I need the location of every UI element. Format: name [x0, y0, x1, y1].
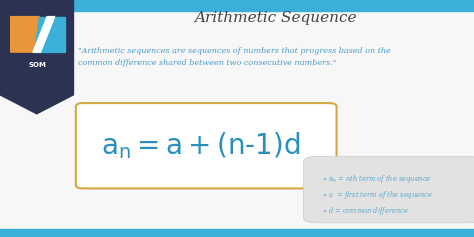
Polygon shape — [34, 17, 65, 52]
FancyBboxPatch shape — [76, 103, 337, 188]
Polygon shape — [10, 17, 39, 52]
Text: $\bullet$ d = common difference: $\bullet$ d = common difference — [322, 205, 409, 217]
Text: SOM: SOM — [29, 62, 46, 68]
Text: $\bullet$ a  = first term of the sequence: $\bullet$ a = first term of the sequence — [322, 189, 433, 201]
Text: "Arithmetic sequences are sequences of numbers that progress based on the
common: "Arithmetic sequences are sequences of n… — [78, 47, 391, 67]
Text: Arithmetic Sequence: Arithmetic Sequence — [194, 11, 356, 25]
Polygon shape — [33, 17, 55, 52]
Polygon shape — [0, 0, 73, 114]
Text: $\bullet$ $\mathrm{a_n}$ = nth term of the sequence: $\bullet$ $\mathrm{a_n}$ = nth term of t… — [322, 173, 432, 185]
FancyBboxPatch shape — [303, 156, 474, 223]
Text: $\mathrm{a}_{\mathrm{n}} = \mathrm{a} + \mathrm{(n{\text{-}}1)d}$: $\mathrm{a}_{\mathrm{n}} = \mathrm{a} + … — [101, 130, 301, 161]
Bar — [0, 0, 474, 11]
Bar — [0, 229, 474, 237]
